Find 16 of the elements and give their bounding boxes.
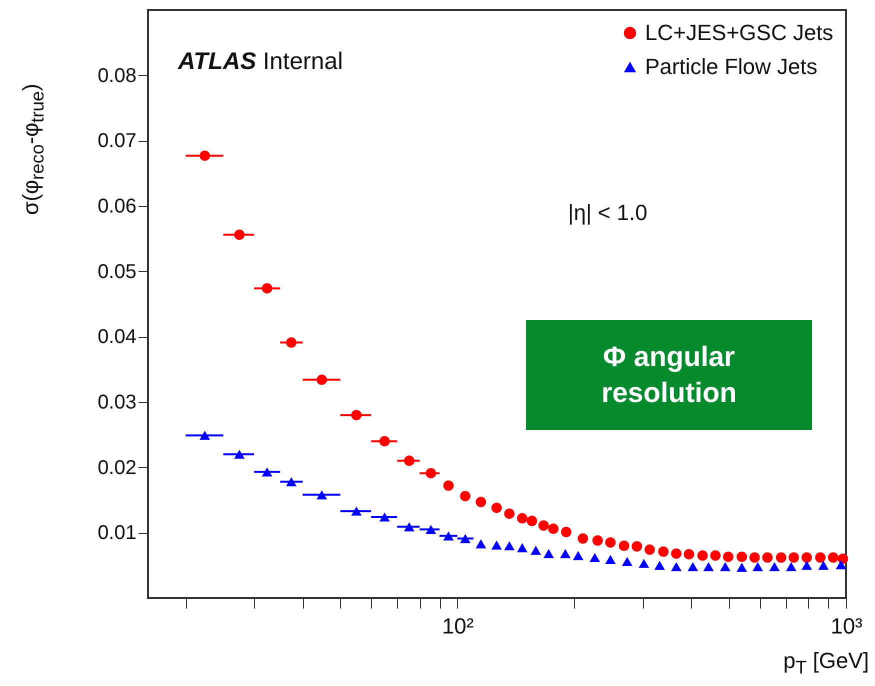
annotation: |η| < 1.0 bbox=[568, 200, 648, 226]
y-tick-label: 0.07 bbox=[98, 130, 136, 152]
legend-label: LC+JES+GSC Jets bbox=[645, 20, 834, 45]
x-tick-label: 10² bbox=[442, 614, 474, 638]
x-axis-title: p$_{T}$ [GeV] bbox=[783, 648, 869, 678]
x-tick-label: 10³ bbox=[830, 614, 862, 638]
y-tick-label: 0.06 bbox=[98, 196, 136, 218]
y-tick-label: 0.01 bbox=[98, 522, 136, 544]
annotation: ATLAS Internal bbox=[178, 48, 343, 76]
y-tick-label: 0.04 bbox=[98, 326, 136, 348]
legend-label: Particle Flow Jets bbox=[645, 54, 818, 79]
y-tick-label: 0.05 bbox=[98, 260, 136, 283]
callout-box: Φ angular resolution bbox=[526, 320, 812, 430]
y-tick-label: 0.02 bbox=[98, 456, 136, 479]
y-tick-label: 0.08 bbox=[98, 64, 136, 87]
y-tick-label: 0.03 bbox=[98, 392, 136, 414]
